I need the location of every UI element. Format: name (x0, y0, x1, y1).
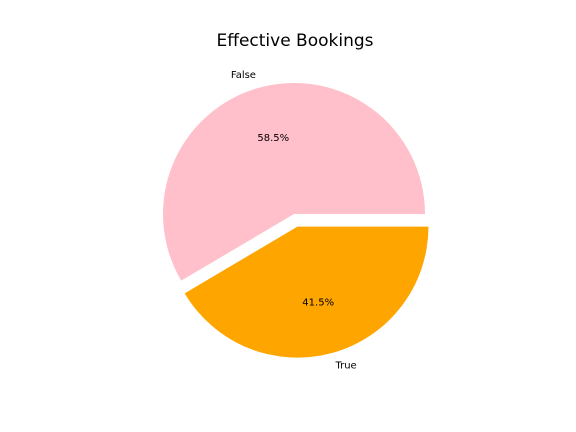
pie-slice-true (184, 226, 429, 358)
pie-slice-false (162, 83, 425, 281)
slice-label-false: False (231, 70, 256, 81)
slice-label-true: True (334, 361, 356, 372)
slice-percent-false: 58.5% (257, 133, 289, 144)
chart-title: Effective Bookings (216, 31, 373, 51)
slice-percent-true: 41.5% (302, 297, 334, 308)
pie-slices (162, 83, 429, 358)
pie-labels: False 58.5% True 41.5% (231, 70, 357, 372)
